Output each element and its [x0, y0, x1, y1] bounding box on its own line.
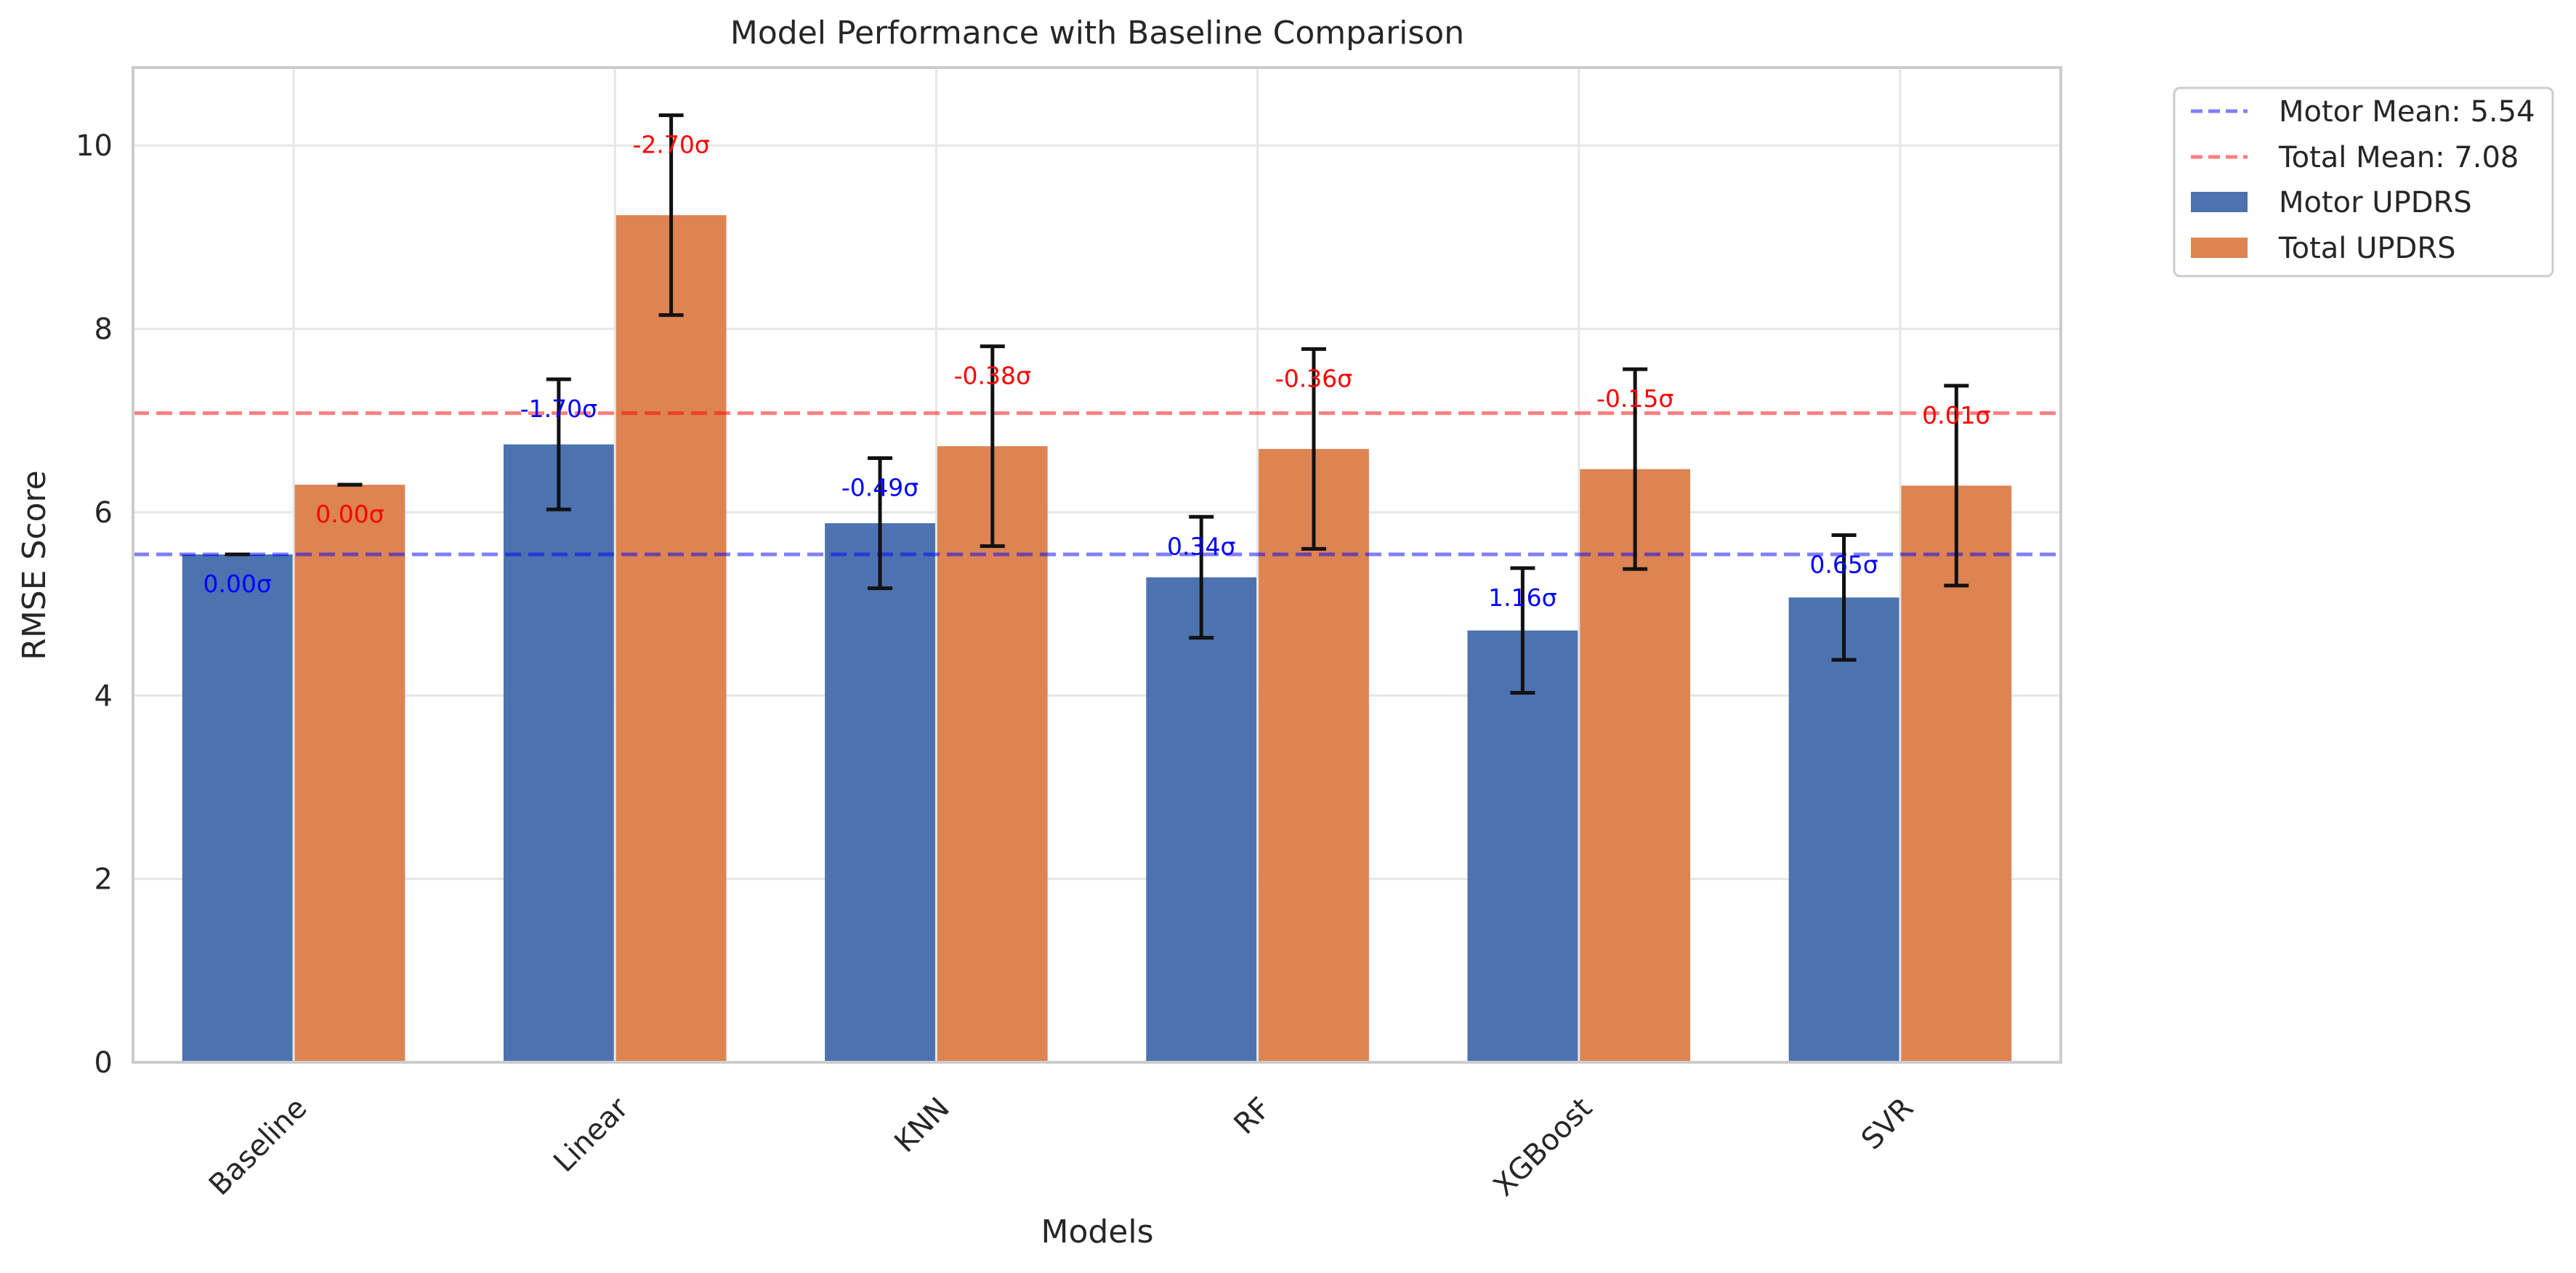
error-bar — [1189, 514, 1214, 640]
y-tick-label: 6 — [94, 496, 113, 530]
sigma-label: -1.70σ — [520, 395, 597, 423]
legend-item-motor-updrs: Motor UPDRS — [2191, 186, 2472, 219]
error-bar — [868, 456, 893, 591]
plot-frame — [132, 66, 2062, 1064]
error-bar — [1301, 347, 1326, 551]
y-axis-label: RMSE Score — [16, 470, 53, 660]
y-tick-label: 4 — [94, 679, 113, 713]
sigma-label: 0.00σ — [203, 570, 272, 598]
legend-swatch — [2191, 192, 2248, 212]
bar-motor — [825, 523, 935, 1062]
sigma-label: 0.34σ — [1167, 532, 1235, 560]
x-tick-label: XGBoost — [1487, 1091, 1599, 1203]
x-axis-label: Models — [1041, 1213, 1153, 1250]
sigma-label: -0.38σ — [954, 362, 1031, 390]
y-tick-label: 8 — [94, 313, 113, 347]
sigma-label: -0.15σ — [1596, 384, 1673, 413]
y-tick-label: 0 — [94, 1046, 113, 1080]
bar-motor — [503, 444, 614, 1062]
x-tick-label: KNN — [888, 1091, 956, 1159]
y-tick-label: 2 — [94, 863, 113, 897]
bar-total — [294, 485, 405, 1062]
legend-label: Total Mean: 7.08 — [2278, 141, 2519, 174]
bar-motor — [1788, 597, 1899, 1062]
sigma-label: -2.70σ — [632, 131, 709, 159]
x-tick-label: Linear — [547, 1091, 635, 1179]
error-bar — [1944, 384, 1969, 588]
legend-label: Motor UPDRS — [2279, 186, 2472, 219]
sigma-label: 0.65σ — [1809, 550, 1878, 578]
error-bar — [980, 344, 1005, 549]
error-bar — [1831, 533, 1857, 662]
sigma-label: 0.01σ — [1922, 401, 1990, 429]
legend-label: Motor Mean: 5.54 — [2279, 95, 2535, 129]
y-tick-label: 10 — [76, 129, 113, 163]
sigma-label: 1.16σ — [1488, 583, 1556, 612]
legend-swatch — [2191, 238, 2248, 258]
legend: Motor Mean: 5.54 Total Mean: 7.08 Motor UP… — [2173, 86, 2554, 278]
x-tick-label: Baseline — [203, 1091, 313, 1202]
sigma-label: -0.49σ — [841, 474, 918, 502]
bar-total — [937, 446, 1048, 1062]
plot-area: 0.00σ -1.70σ -0.49σ 0.34σ 1.16σ 0.65σ 0.00σ -2.… — [76, 66, 2062, 1203]
sigma-label: 0.00σ — [315, 500, 384, 528]
x-tick-label: SVR — [1855, 1091, 1920, 1156]
sigma-label: -0.36σ — [1275, 364, 1352, 392]
error-bar — [1623, 367, 1648, 571]
legend-item-total-mean: Total Mean: 7.08 — [2191, 141, 2519, 174]
bar-motor — [182, 554, 293, 1062]
error-bar — [546, 377, 571, 512]
chart-title: Model Performance with Baseline Comparis… — [730, 15, 1464, 52]
error-bar — [658, 113, 684, 318]
x-tick-label: RF — [1228, 1091, 1277, 1141]
legend-item-motor-mean: Motor Mean: 5.54 — [2191, 95, 2535, 129]
bar-motor — [1467, 630, 1578, 1062]
bar-motor — [1146, 577, 1257, 1062]
legend-frame — [2173, 86, 2554, 278]
bar-total — [615, 215, 727, 1062]
bar-total — [1259, 448, 1369, 1062]
legend-label: Total UPDRS — [2278, 232, 2456, 265]
legend-item-total-updrs: Total UPDRS — [2191, 232, 2456, 265]
error-bar — [1510, 566, 1535, 695]
